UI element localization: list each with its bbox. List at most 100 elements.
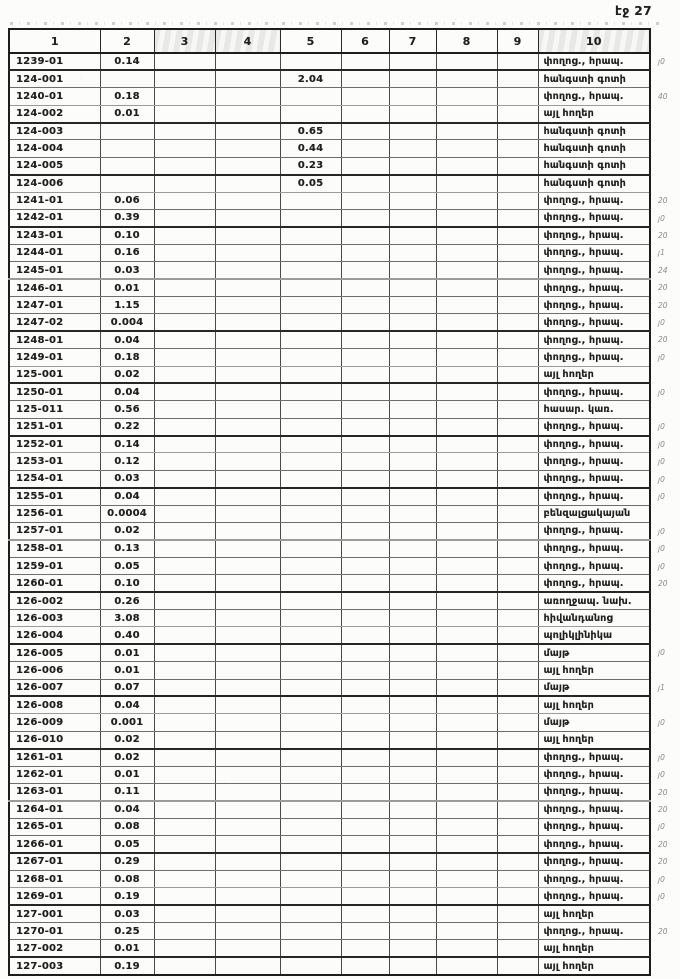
cell-col10: փողոց., հրապ.: [537, 748, 651, 767]
cell-col6: [340, 209, 390, 228]
cell-col10: փողոց., հրապ.: [537, 835, 651, 854]
cell-col1: 1265-01: [8, 817, 101, 837]
cell-col5: [279, 852, 342, 871]
cell-col5: [279, 695, 342, 715]
margin-note: 20: [658, 787, 668, 797]
cell-col2: [99, 174, 155, 193]
cell-col1: 126-006: [8, 661, 101, 680]
cell-col9: [496, 87, 539, 106]
cell-col8: [435, 504, 498, 524]
cell-col8: [435, 817, 498, 837]
land-parcel-table: 1 2 3 4 5 6 7 8 9 10 1239-01 0.14 փողոց., հրապ. յ0 12…: [8, 28, 677, 976]
cell-col2: 0.05: [99, 835, 155, 854]
table-row: 1239-01 0.14 փողոց., հրապ. յ0: [8, 52, 676, 72]
cell-col4: [214, 748, 281, 767]
margin-note: [650, 696, 676, 713]
cell-col1: 1239-01: [8, 52, 101, 72]
cell-col10: այլ հողեր: [537, 695, 651, 715]
cell-col7: [388, 626, 437, 646]
margin-note: յ0: [658, 648, 665, 658]
cell-col10: փողոց., հրապ.: [537, 435, 651, 454]
cell-col4: [214, 695, 281, 715]
cell-col9: [496, 261, 539, 281]
cell-col3: [153, 817, 216, 837]
cell-col9: [496, 348, 539, 367]
cell-col1: 126-004: [8, 626, 101, 646]
cell-col1: 1258-01: [8, 539, 101, 558]
cell-col5: 2.04: [279, 69, 342, 89]
table-row: 1247-01 1.15 փողոց., հրապ. 20: [8, 295, 676, 315]
margin-note: 20: [658, 804, 668, 814]
cell-col8: [435, 174, 498, 193]
cell-col7: [388, 922, 437, 941]
cell-col3: [153, 852, 216, 871]
margin-note: 20: [658, 857, 668, 867]
cell-col1: 1245-01: [8, 261, 101, 281]
cell-col5: [279, 435, 342, 454]
cell-col3: [153, 643, 216, 663]
cell-col6: [340, 782, 390, 802]
table-row: 124-003 0.65 հանգստի գոտի: [8, 122, 676, 141]
margin-note: [650, 105, 676, 122]
cell-col10: հանգստի գոտի: [537, 174, 651, 193]
cell-col1: 1261-01: [8, 748, 101, 767]
margin-note: յ0: [658, 213, 665, 223]
cell-col4: [214, 330, 281, 350]
cell-col6: [340, 69, 390, 89]
margin-note: 20: [658, 196, 668, 206]
cell-col6: [340, 243, 390, 263]
cell-col6: [340, 626, 390, 646]
cell-col2: 0.07: [99, 678, 155, 698]
cell-col8: [435, 139, 498, 158]
cell-col4: [214, 678, 281, 698]
cell-col4: [214, 122, 281, 141]
cell-col8: [435, 852, 498, 871]
cell-col1: 1247-02: [8, 313, 101, 333]
cell-col6: [340, 765, 390, 784]
cell-col9: [496, 469, 539, 489]
cell-col1: 1243-01: [8, 226, 101, 245]
cell-col2: 0.18: [99, 348, 155, 367]
cell-col7: [388, 852, 437, 871]
cell-col3: [153, 661, 216, 680]
cell-col7: [388, 382, 437, 402]
cell-col2: 0.08: [99, 869, 155, 889]
cell-col2: 0.25: [99, 922, 155, 941]
cell-col8: [435, 348, 498, 367]
cell-col10: այլ հողեր: [537, 730, 651, 750]
cell-col8: [435, 330, 498, 350]
cell-col8: [435, 122, 498, 141]
cell-col2: 0.08: [99, 817, 155, 837]
cell-col2: 3.08: [99, 608, 155, 628]
table-row: 124-001 2.04 հանգստի գոտի: [8, 69, 676, 89]
margin-note: [650, 905, 676, 922]
margin-note: 40: [658, 91, 668, 101]
cell-col5: [279, 765, 342, 784]
cell-col10: փողոց., հրապ.: [537, 852, 651, 871]
cell-col1: 1241-01: [8, 191, 101, 211]
cell-col10: փողոց., հրապ.: [537, 574, 651, 594]
cell-col6: [340, 156, 390, 176]
table-row: 1268-01 0.08 փողոց., հրապ. յ0: [8, 869, 676, 889]
page-number: էջ 27: [614, 4, 652, 18]
cell-col6: [340, 330, 390, 350]
cell-col5: [279, 939, 342, 959]
table-row: 127-002 0.01 այլ հողեր: [8, 939, 676, 959]
cell-col1: 1244-01: [8, 243, 101, 263]
cell-col7: [388, 661, 437, 680]
cell-col9: [496, 904, 539, 924]
cell-col5: [279, 191, 342, 211]
cell-col8: [435, 556, 498, 576]
cell-col9: [496, 504, 539, 524]
cell-col9: [496, 209, 539, 228]
column-header-6: 6: [340, 28, 390, 54]
cell-col4: [214, 191, 281, 211]
cell-col2: 0.0004: [99, 504, 155, 524]
cell-col5: [279, 330, 342, 350]
cell-col8: [435, 591, 498, 611]
table-row: 126-003 3.08 հիվանդանոց: [8, 608, 676, 628]
scan-artifact-band: [10, 22, 660, 25]
cell-col7: [388, 904, 437, 924]
cell-col8: [435, 922, 498, 941]
